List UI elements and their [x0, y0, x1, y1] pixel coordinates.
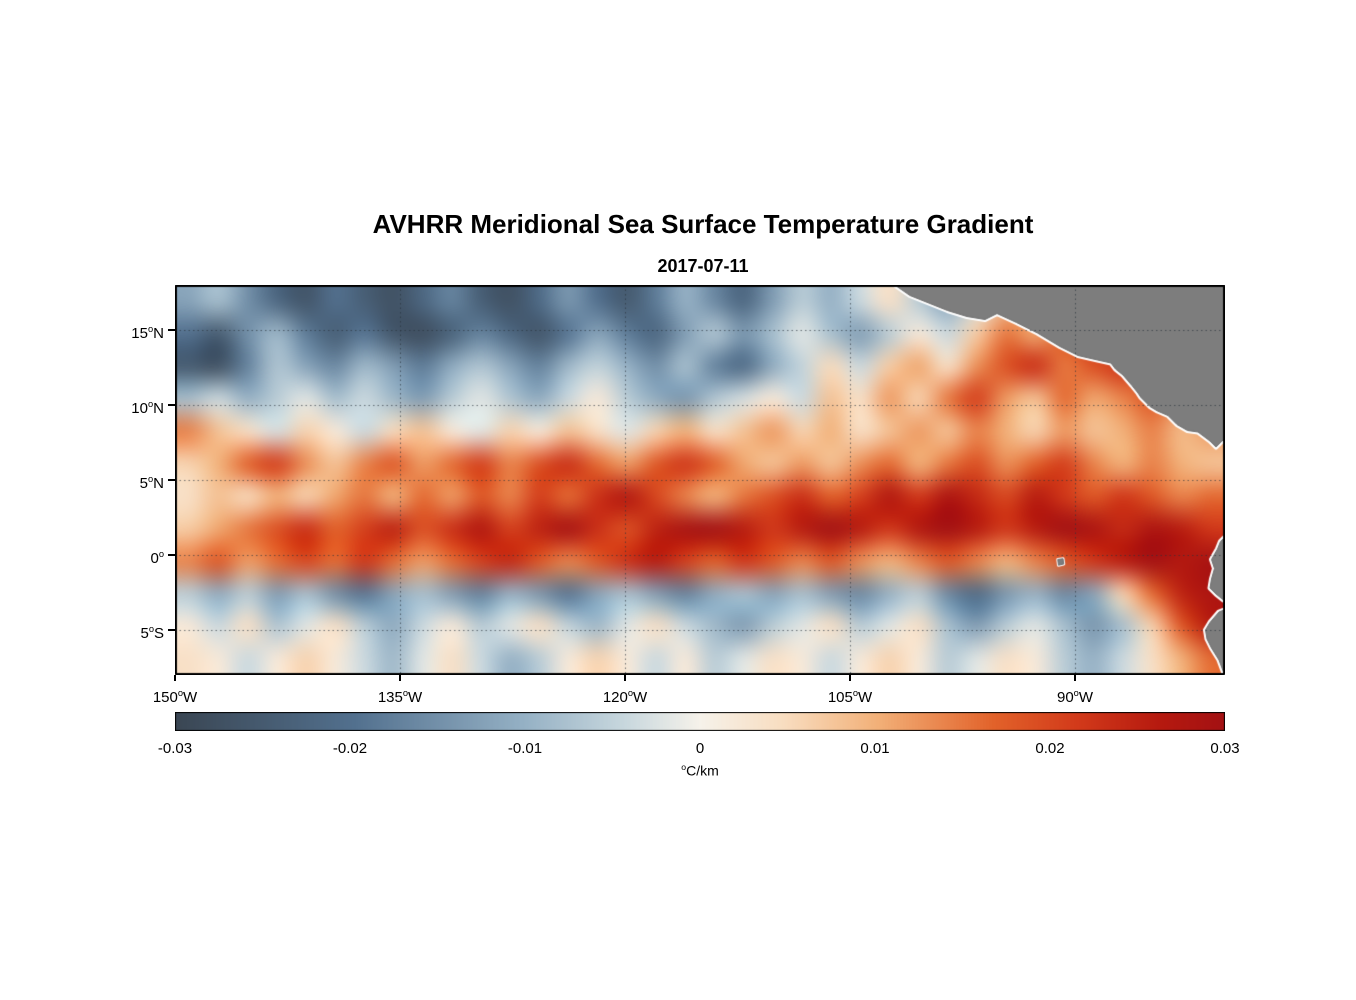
x-tick-mark: [174, 675, 176, 681]
colorbar: [175, 712, 1225, 731]
y-tick-label: 15oN: [131, 324, 164, 342]
y-tick-label: 10oN: [131, 399, 164, 417]
y-tick-label: 5oS: [140, 624, 164, 642]
map-plot: [175, 285, 1225, 675]
colorbar-units-label: oC/km: [681, 762, 719, 779]
x-tick-mark: [1074, 675, 1076, 681]
x-tick-label: 105oW: [827, 688, 873, 706]
colorbar-tick-label: 0.03: [1210, 740, 1240, 757]
x-tick-label: 90oW: [1056, 688, 1094, 706]
colorbar-tick-label: 0.01: [860, 740, 890, 757]
colorbar-tick-label: -0.01: [507, 740, 543, 757]
heatmap-canvas: [175, 285, 1225, 675]
x-tick-mark: [399, 675, 401, 681]
y-tick-mark: [168, 404, 175, 406]
colorbar-tick-label: 0: [695, 740, 705, 757]
x-tick-label: 120oW: [602, 688, 648, 706]
chart-title: AVHRR Meridional Sea Surface Temperature…: [372, 209, 1034, 239]
y-tick-mark: [168, 629, 175, 631]
x-tick-mark: [849, 675, 851, 681]
x-tick-label: 135oW: [377, 688, 423, 706]
colorbar-tick-label: -0.03: [157, 740, 193, 757]
y-tick-mark: [168, 329, 175, 331]
x-tick-mark: [624, 675, 626, 681]
y-tick-label: 5oN: [139, 474, 164, 492]
y-tick-mark: [168, 479, 175, 481]
y-tick-label: 0o: [150, 549, 164, 567]
colorbar-canvas: [175, 712, 1225, 731]
y-tick-mark: [168, 554, 175, 556]
x-tick-label: 150oW: [152, 688, 198, 706]
colorbar-tick-label: -0.02: [332, 740, 368, 757]
chart-subtitle: 2017-07-11: [657, 256, 749, 276]
colorbar-tick-label: 0.02: [1035, 740, 1065, 757]
